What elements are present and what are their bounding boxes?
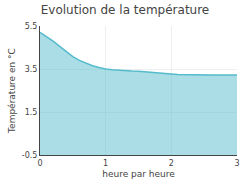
svg-text:heure par heure: heure par heure [102,169,175,179]
svg-text:5.5: 5.5 [25,22,38,31]
svg-text:Température en °C: Température en °C [7,48,17,134]
svg-text:0: 0 [37,159,42,168]
svg-text:3.5: 3.5 [25,65,38,74]
svg-text:1: 1 [103,159,108,168]
svg-text:-0.5: -0.5 [22,151,38,160]
svg-text:1.5: 1.5 [25,108,38,117]
svg-text:2: 2 [169,159,174,168]
svg-text:3: 3 [234,159,239,168]
svg-text:Evolution de la température: Evolution de la température [41,3,210,17]
